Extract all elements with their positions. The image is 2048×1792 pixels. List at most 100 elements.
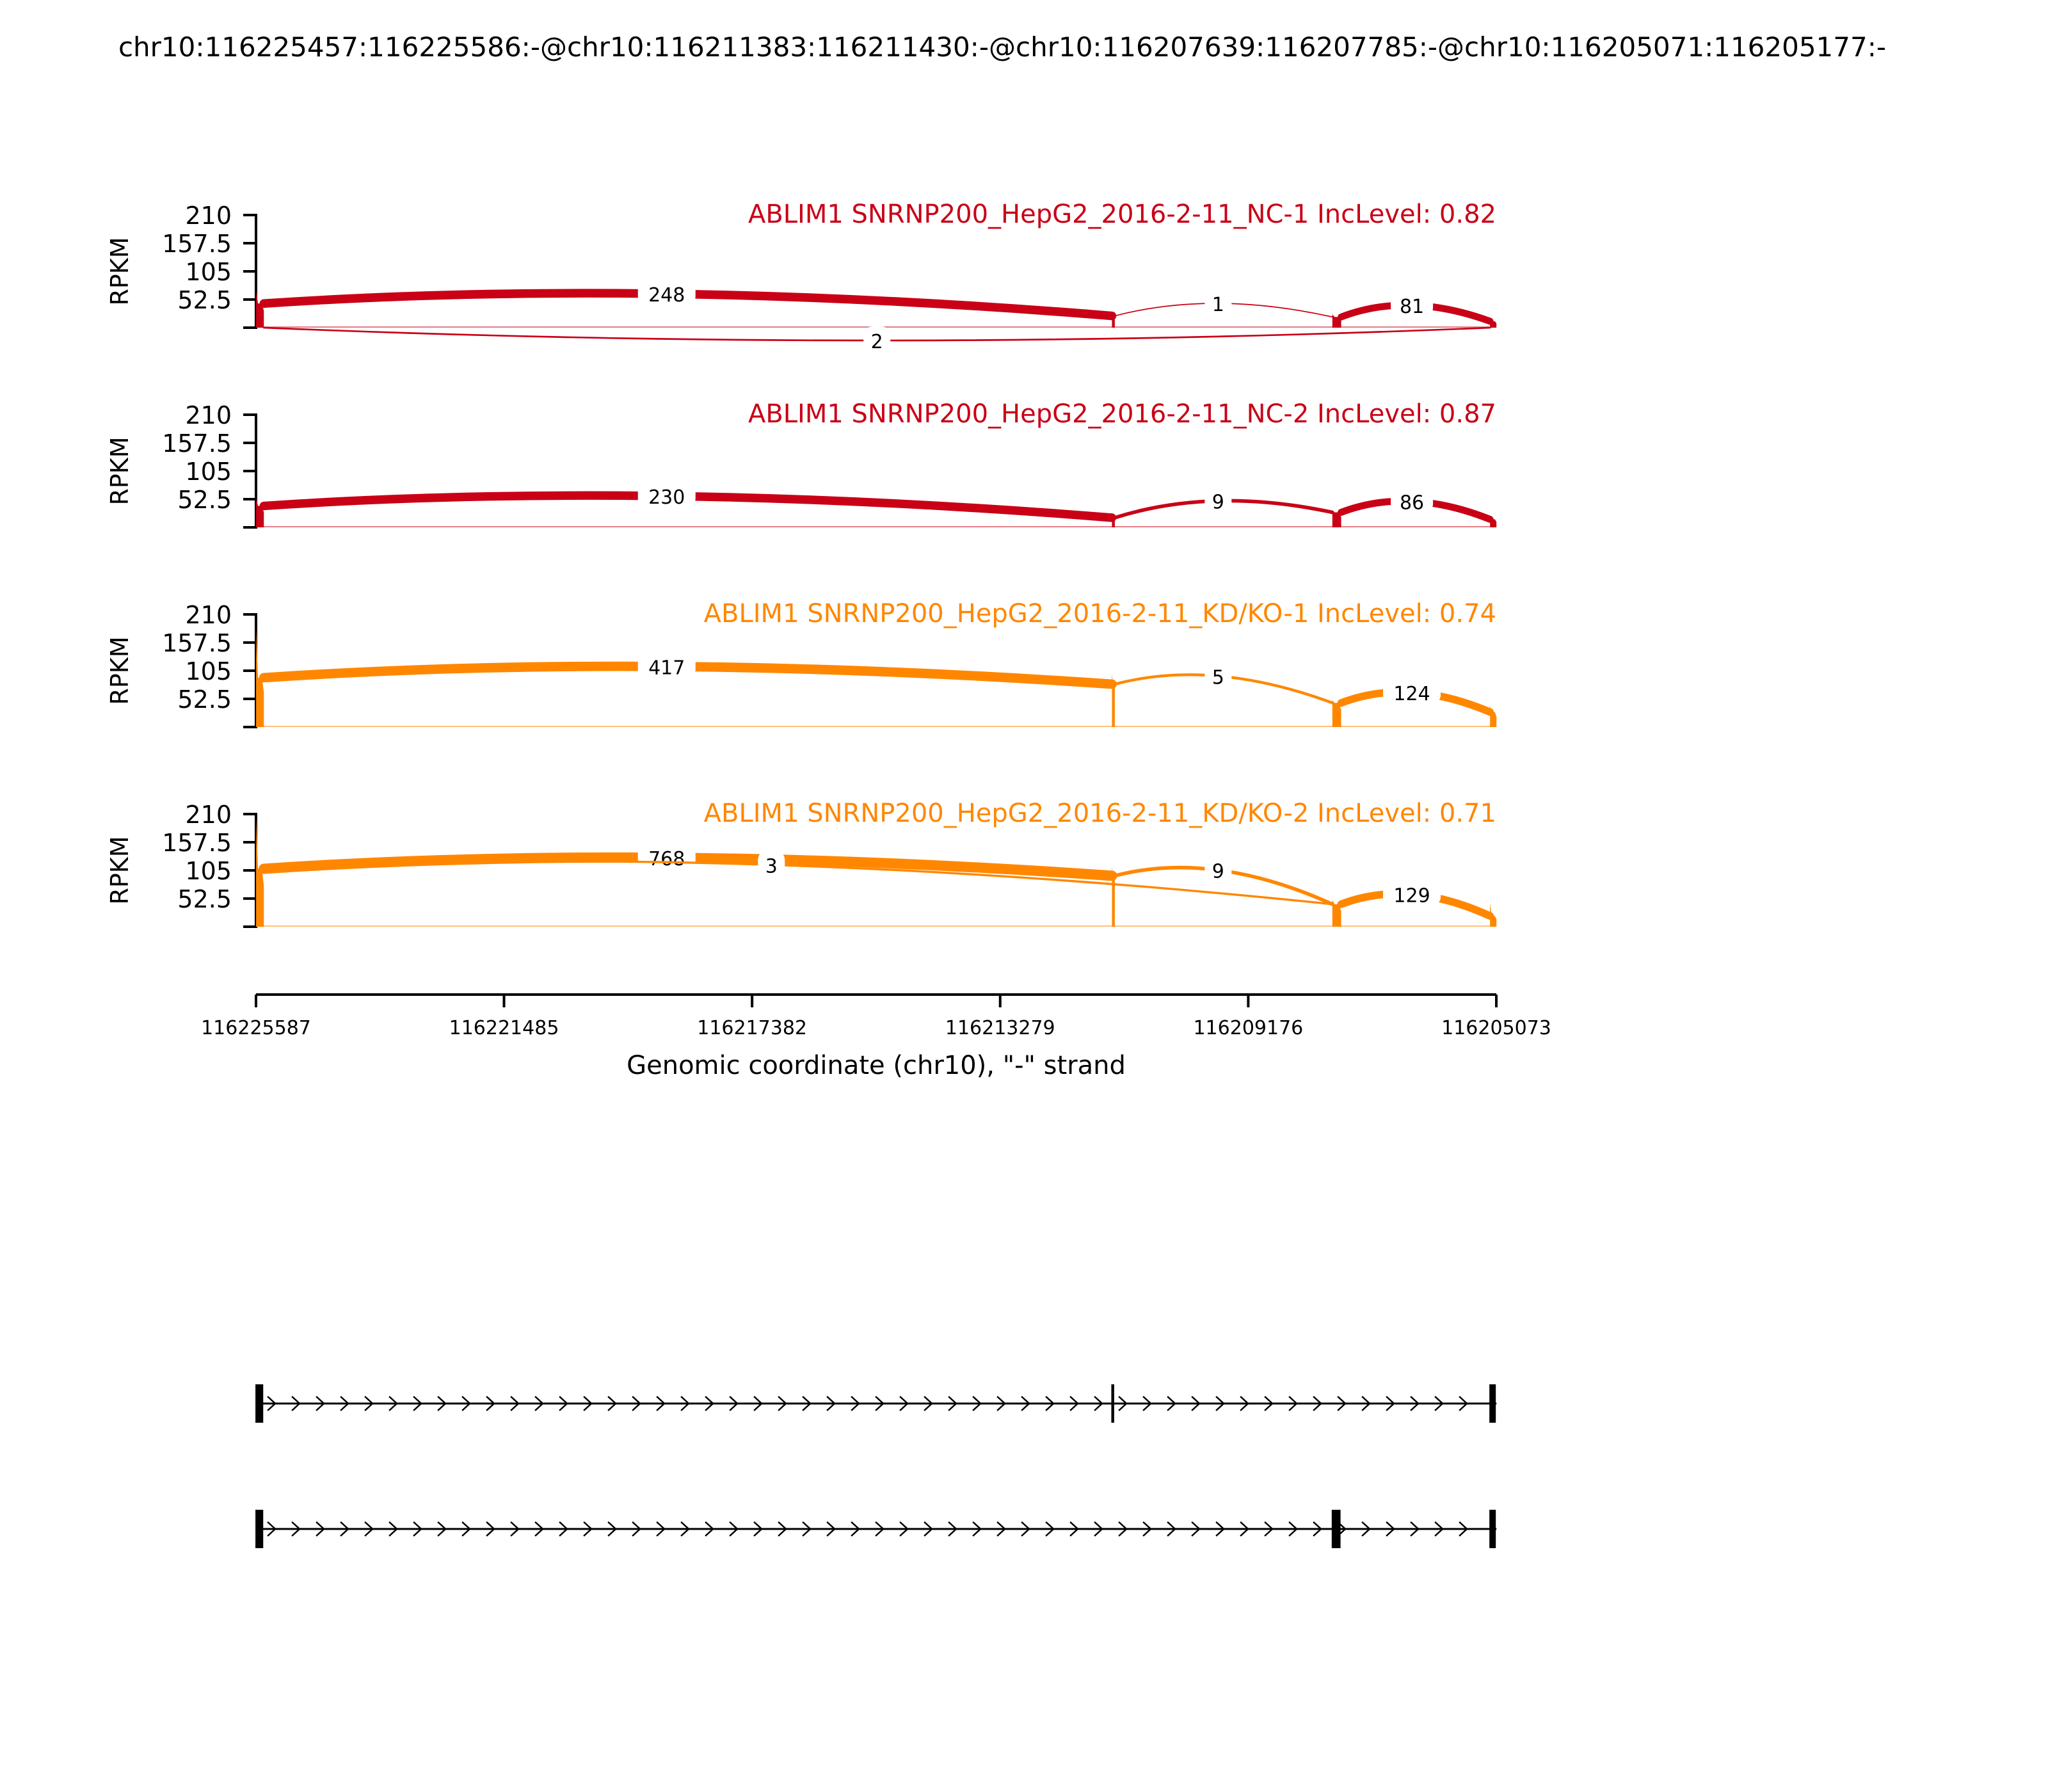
exon-coverage	[1112, 867, 1115, 927]
strand-arrow-icon	[1240, 1521, 1249, 1537]
strand-arrow-icon	[948, 1396, 957, 1411]
strand-arrow-icon	[583, 1396, 593, 1411]
strand-arrow-icon	[1264, 1396, 1274, 1411]
y-tick-label: 52.5	[177, 486, 232, 514]
junction-label-box	[1391, 291, 1434, 317]
junction-label: 124	[1393, 683, 1430, 705]
strand-arrow-icon	[972, 1521, 982, 1537]
x-axis-label: Genomic coordinate (chr10), "-" strand	[627, 1051, 1126, 1080]
strand-arrow-icon	[1191, 1396, 1201, 1411]
strand-arrow-icon	[705, 1521, 714, 1537]
strand-arrow-icon	[583, 1521, 593, 1537]
y-tick-label: 210	[185, 401, 232, 429]
strand-arrow-icon	[1434, 1396, 1444, 1411]
strand-arrow-icon	[340, 1521, 349, 1537]
strand-arrow-icon	[534, 1396, 544, 1411]
strand-arrow-icon	[875, 1521, 884, 1537]
strand-arrow-icon	[1361, 1521, 1371, 1537]
exon-coverage	[1490, 705, 1497, 727]
junction-label-box	[758, 851, 785, 877]
exon-coverage	[256, 627, 264, 727]
strand-arrow-icon	[899, 1521, 909, 1537]
strand-arrow-icon	[1386, 1396, 1395, 1411]
strand-arrow-icon	[1167, 1521, 1176, 1537]
strand-arrow-icon	[1142, 1396, 1152, 1411]
strand-arrow-icon	[291, 1396, 301, 1411]
panel-title: ABLIM1 SNRNP200_HepG2_2016-2-11_KD/KO-1 …	[704, 599, 1496, 628]
strand-arrow-icon	[486, 1521, 495, 1537]
strand-arrow-icon	[486, 1396, 495, 1411]
y-tick-label: 210	[185, 202, 232, 230]
strand-arrow-icon	[875, 1396, 884, 1411]
strand-arrow-icon	[1264, 1521, 1274, 1537]
strand-arrow-icon	[924, 1521, 933, 1537]
junction-label: 9	[1212, 860, 1224, 883]
exon-coverage	[256, 290, 264, 328]
strand-arrow-icon	[559, 1396, 568, 1411]
strand-arrow-icon	[1288, 1521, 1298, 1537]
y-tick-label: 105	[185, 458, 232, 486]
strand-arrow-icon	[1191, 1521, 1201, 1537]
strand-arrow-icon	[1215, 1396, 1225, 1411]
junction-label-box	[863, 326, 891, 352]
strand-arrow-icon	[996, 1521, 1006, 1537]
x-tick-label: 116225587	[201, 1017, 311, 1039]
strand-arrow-icon	[632, 1396, 641, 1411]
strand-arrow-icon	[680, 1396, 690, 1411]
strand-arrow-icon	[632, 1521, 641, 1537]
strand-arrow-icon	[1118, 1396, 1128, 1411]
strand-arrow-icon	[413, 1396, 422, 1411]
strand-arrow-icon	[1434, 1521, 1444, 1537]
strand-arrow-icon	[778, 1396, 787, 1411]
junction-label: 5	[1212, 666, 1224, 689]
strand-arrow-icon	[1069, 1521, 1079, 1537]
strand-arrow-icon	[1094, 1521, 1103, 1537]
strand-arrow-icon	[1288, 1396, 1298, 1411]
strand-arrow-icon	[1410, 1396, 1420, 1411]
junction-label: 248	[648, 284, 685, 307]
strand-arrow-icon	[729, 1521, 739, 1537]
strand-arrow-icon	[996, 1396, 1006, 1411]
strand-arrow-icon	[1410, 1521, 1420, 1537]
isoform-1	[255, 1384, 1497, 1423]
strand-arrow-icon	[802, 1396, 812, 1411]
strand-arrow-icon	[1021, 1396, 1030, 1411]
strand-arrow-icon	[1386, 1521, 1395, 1537]
strand-arrow-icon	[461, 1396, 471, 1411]
exon-coverage	[1490, 515, 1497, 527]
strand-arrow-icon	[388, 1396, 398, 1411]
junction-label: 129	[1393, 884, 1430, 907]
y-tick-label: 210	[185, 601, 232, 629]
y-tick-label: 157.5	[162, 230, 232, 258]
strand-arrow-icon	[705, 1396, 714, 1411]
strand-arrow-icon	[267, 1521, 276, 1537]
strand-arrow-icon	[1313, 1521, 1322, 1537]
y-axis-label: RPKM	[106, 237, 134, 305]
strand-arrow-icon	[364, 1521, 374, 1537]
exon-block	[1489, 1384, 1496, 1423]
strand-arrow-icon	[1337, 1396, 1347, 1411]
strand-arrow-icon	[1021, 1521, 1030, 1537]
exon-coverage	[1490, 902, 1497, 927]
exon-block	[255, 1510, 264, 1548]
strand-arrow-icon	[1459, 1521, 1468, 1537]
y-tick-label: 157.5	[162, 429, 232, 458]
strand-arrow-icon	[364, 1396, 374, 1411]
strand-arrow-icon	[948, 1521, 957, 1537]
strand-arrow-icon	[778, 1521, 787, 1537]
strand-arrow-icon	[291, 1521, 301, 1537]
junction-label-box	[1383, 678, 1441, 704]
exon-block	[255, 1384, 264, 1423]
strand-arrow-icon	[656, 1521, 666, 1537]
strand-arrow-icon	[753, 1396, 763, 1411]
strand-arrow-icon	[316, 1396, 325, 1411]
x-tick-label: 116209176	[1193, 1017, 1303, 1039]
junction-label-box	[1204, 662, 1232, 688]
exon-coverage	[1490, 317, 1497, 328]
figure-title: chr10:116225457:116225586:-@chr10:116211…	[118, 31, 1886, 63]
strand-arrow-icon	[924, 1396, 933, 1411]
strand-arrow-icon	[1215, 1521, 1225, 1537]
strand-arrow-icon	[607, 1521, 617, 1537]
